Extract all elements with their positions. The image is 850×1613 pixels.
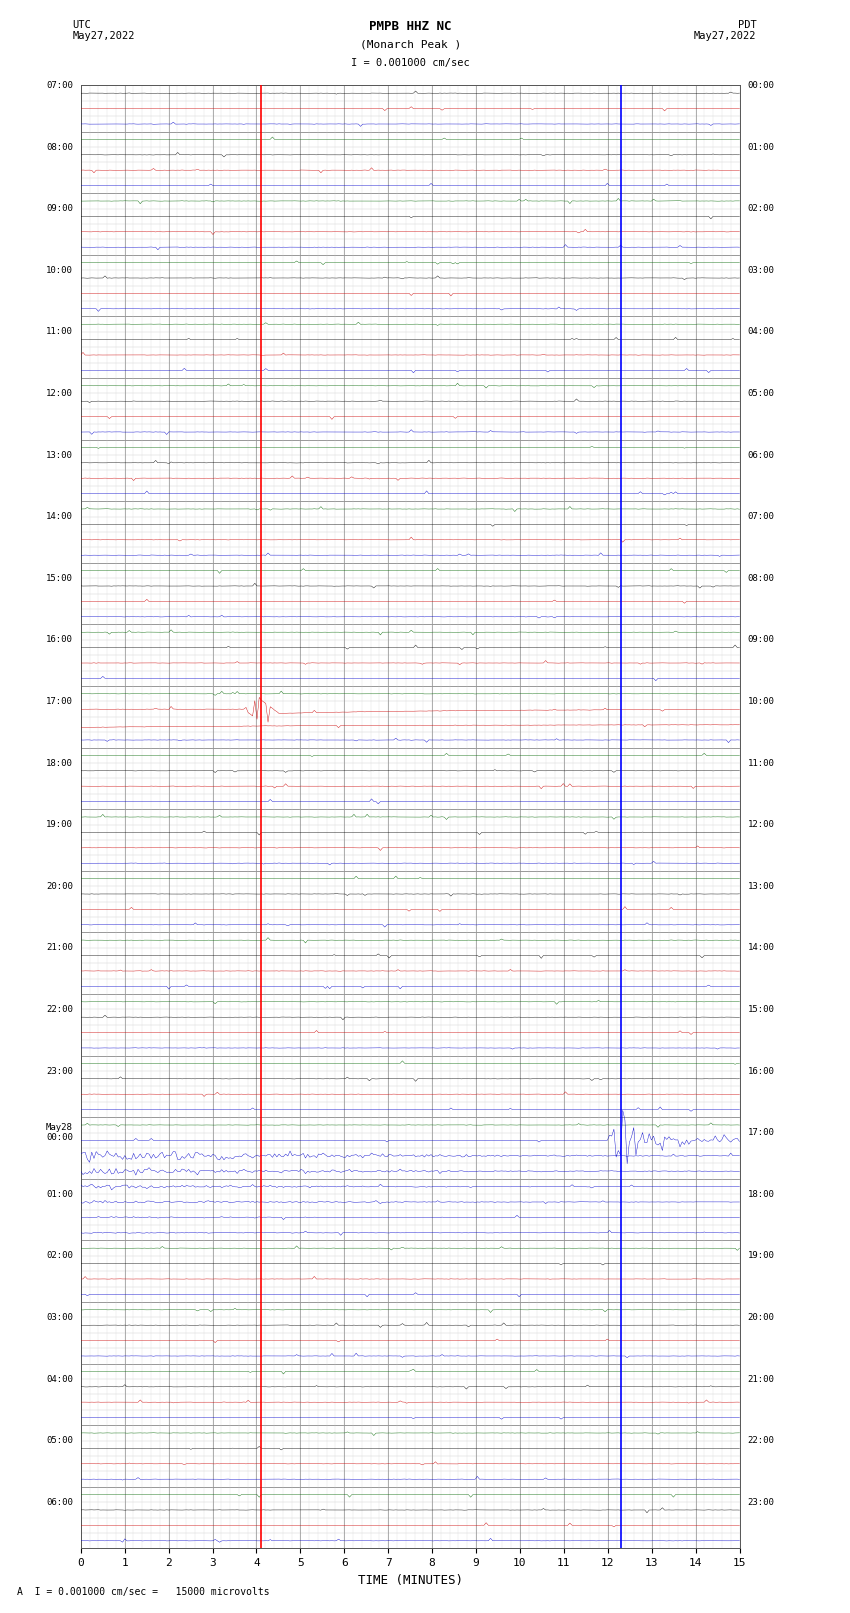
Text: 04:00: 04:00 bbox=[747, 327, 774, 337]
Text: 16:00: 16:00 bbox=[46, 636, 73, 644]
Text: 08:00: 08:00 bbox=[46, 142, 73, 152]
Text: 05:00: 05:00 bbox=[46, 1436, 73, 1445]
X-axis label: TIME (MINUTES): TIME (MINUTES) bbox=[358, 1574, 462, 1587]
Text: A  I = 0.001000 cm/sec =   15000 microvolts: A I = 0.001000 cm/sec = 15000 microvolts bbox=[17, 1587, 269, 1597]
Text: 09:00: 09:00 bbox=[46, 205, 73, 213]
Text: 12:00: 12:00 bbox=[747, 819, 774, 829]
Text: 03:00: 03:00 bbox=[46, 1313, 73, 1323]
Text: 06:00: 06:00 bbox=[747, 450, 774, 460]
Text: 07:00: 07:00 bbox=[46, 81, 73, 90]
Text: 09:00: 09:00 bbox=[747, 636, 774, 644]
Text: 11:00: 11:00 bbox=[46, 327, 73, 337]
Text: 16:00: 16:00 bbox=[747, 1066, 774, 1076]
Text: PDT
May27,2022: PDT May27,2022 bbox=[694, 19, 756, 42]
Text: 12:00: 12:00 bbox=[46, 389, 73, 398]
Text: 23:00: 23:00 bbox=[46, 1066, 73, 1076]
Text: 17:00: 17:00 bbox=[747, 1127, 774, 1137]
Text: 14:00: 14:00 bbox=[46, 513, 73, 521]
Text: 22:00: 22:00 bbox=[747, 1436, 774, 1445]
Text: 01:00: 01:00 bbox=[747, 142, 774, 152]
Text: 19:00: 19:00 bbox=[747, 1252, 774, 1260]
Text: 20:00: 20:00 bbox=[747, 1313, 774, 1323]
Text: May28
00:00: May28 00:00 bbox=[46, 1123, 73, 1142]
Text: 19:00: 19:00 bbox=[46, 819, 73, 829]
Text: I = 0.001000 cm/sec: I = 0.001000 cm/sec bbox=[351, 58, 469, 68]
Text: 14:00: 14:00 bbox=[747, 944, 774, 952]
Text: 08:00: 08:00 bbox=[747, 574, 774, 582]
Text: 21:00: 21:00 bbox=[46, 944, 73, 952]
Text: 04:00: 04:00 bbox=[46, 1374, 73, 1384]
Text: 05:00: 05:00 bbox=[747, 389, 774, 398]
Text: 20:00: 20:00 bbox=[46, 882, 73, 890]
Text: 15:00: 15:00 bbox=[46, 574, 73, 582]
Text: PMPB HHZ NC: PMPB HHZ NC bbox=[369, 19, 451, 32]
Text: 11:00: 11:00 bbox=[747, 758, 774, 768]
Text: 10:00: 10:00 bbox=[747, 697, 774, 706]
Text: 02:00: 02:00 bbox=[747, 205, 774, 213]
Text: 23:00: 23:00 bbox=[747, 1498, 774, 1507]
Text: 17:00: 17:00 bbox=[46, 697, 73, 706]
Text: 13:00: 13:00 bbox=[46, 450, 73, 460]
Text: 07:00: 07:00 bbox=[747, 513, 774, 521]
Text: 13:00: 13:00 bbox=[747, 882, 774, 890]
Text: 00:00: 00:00 bbox=[747, 81, 774, 90]
Text: 02:00: 02:00 bbox=[46, 1252, 73, 1260]
Text: 22:00: 22:00 bbox=[46, 1005, 73, 1015]
Text: UTC
May27,2022: UTC May27,2022 bbox=[72, 19, 135, 42]
Text: 21:00: 21:00 bbox=[747, 1374, 774, 1384]
Text: 06:00: 06:00 bbox=[46, 1498, 73, 1507]
Text: (Monarch Peak ): (Monarch Peak ) bbox=[360, 39, 461, 48]
Text: 15:00: 15:00 bbox=[747, 1005, 774, 1015]
Text: 01:00: 01:00 bbox=[46, 1190, 73, 1198]
Text: 18:00: 18:00 bbox=[46, 758, 73, 768]
Text: 03:00: 03:00 bbox=[747, 266, 774, 274]
Text: 10:00: 10:00 bbox=[46, 266, 73, 274]
Text: 18:00: 18:00 bbox=[747, 1190, 774, 1198]
